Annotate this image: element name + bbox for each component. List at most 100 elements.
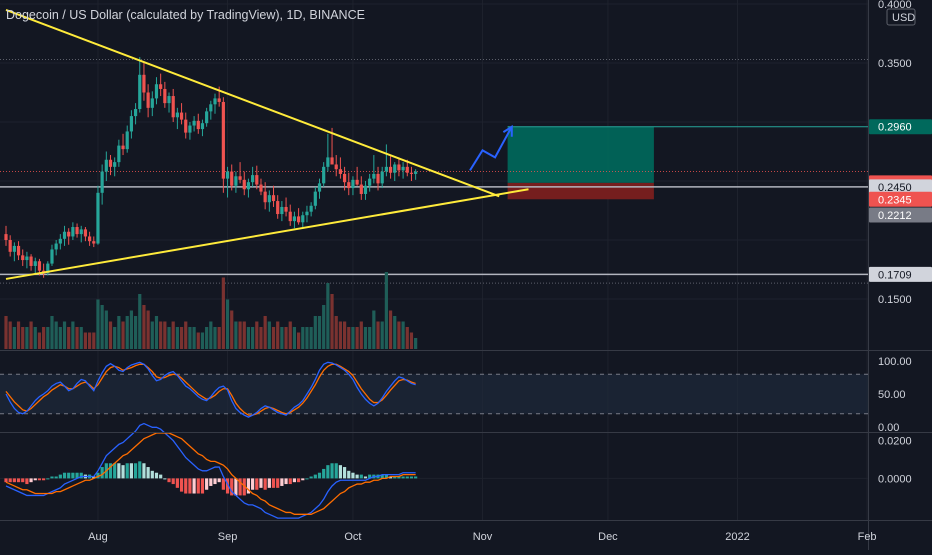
candle[interactable] — [83, 227, 88, 242]
candle[interactable] — [213, 93, 217, 114]
candle[interactable] — [267, 190, 271, 212]
candle[interactable] — [104, 151, 108, 182]
candle[interactable] — [175, 107, 179, 130]
candle[interactable] — [46, 261, 50, 276]
position-zones[interactable] — [507, 126, 868, 200]
candle[interactable] — [368, 173, 372, 192]
candle[interactable] — [355, 166, 359, 186]
candle[interactable] — [100, 164, 104, 205]
candle[interactable] — [8, 235, 12, 257]
candle[interactable] — [146, 84, 150, 118]
price-axis[interactable]: 0.40000.35000.1500USD0.29600.248416:21:0… — [869, 0, 932, 485]
candle[interactable] — [12, 242, 16, 262]
candle[interactable] — [129, 110, 133, 139]
candle[interactable] — [209, 100, 213, 120]
candle[interactable] — [305, 205, 309, 223]
candle[interactable] — [259, 178, 263, 196]
candle[interactable] — [142, 63, 146, 101]
macd-pane[interactable] — [4, 422, 418, 519]
candle[interactable] — [150, 91, 154, 117]
candle[interactable] — [117, 139, 121, 167]
candle[interactable] — [29, 254, 33, 271]
candle[interactable] — [292, 211, 297, 229]
candle[interactable] — [205, 107, 209, 127]
target-zone[interactable] — [507, 126, 654, 183]
time-tick-label[interactable]: Aug — [88, 531, 108, 543]
candle[interactable] — [251, 166, 255, 187]
trendline-ascending-support[interactable] — [5, 188, 529, 280]
price-marker[interactable]: 0.2212 — [869, 207, 932, 223]
candle[interactable] — [280, 201, 284, 222]
candle[interactable] — [179, 103, 184, 125]
candle[interactable] — [301, 211, 305, 228]
candle[interactable] — [288, 204, 292, 226]
candle[interactable] — [113, 157, 117, 177]
candle[interactable] — [88, 231, 92, 246]
time-tick-label[interactable]: Oct — [344, 531, 361, 543]
candle[interactable] — [326, 133, 330, 172]
candle[interactable] — [163, 81, 167, 108]
candle[interactable] — [75, 223, 79, 238]
candle[interactable] — [317, 178, 322, 199]
candle[interactable] — [380, 166, 384, 189]
time-tick-label[interactable]: 2022 — [725, 531, 749, 543]
candle[interactable] — [372, 155, 376, 184]
candle[interactable] — [50, 244, 54, 266]
candle[interactable] — [62, 225, 67, 246]
candle[interactable] — [401, 162, 405, 179]
candle[interactable] — [21, 249, 25, 266]
candle[interactable] — [234, 171, 238, 193]
time-tick-label[interactable]: Feb — [858, 531, 877, 543]
candle[interactable] — [225, 166, 230, 198]
horizontal-levels[interactable] — [0, 58, 868, 284]
time-tick-label[interactable]: Dec — [598, 531, 618, 543]
candle[interactable] — [16, 241, 21, 261]
candle[interactable] — [133, 103, 138, 125]
candle[interactable] — [397, 157, 401, 177]
candle[interactable] — [255, 165, 259, 190]
candle[interactable] — [338, 157, 342, 179]
candle[interactable] — [92, 236, 96, 248]
candle[interactable] — [159, 73, 163, 97]
candle[interactable] — [276, 195, 280, 219]
candle[interactable] — [334, 155, 338, 177]
candle[interactable] — [171, 88, 175, 122]
candle[interactable] — [342, 166, 347, 191]
candle[interactable] — [313, 186, 317, 210]
candle[interactable] — [347, 172, 351, 196]
price-marker[interactable]: 0.2345 — [869, 191, 932, 207]
projection-arrow[interactable] — [469, 126, 513, 171]
candle[interactable] — [221, 97, 225, 193]
candle[interactable] — [322, 162, 326, 187]
candle[interactable] — [184, 112, 188, 139]
stoch-k-line[interactable] — [5, 361, 416, 418]
currency-label[interactable]: USD — [892, 12, 915, 24]
candle[interactable] — [414, 169, 418, 180]
candle[interactable] — [25, 251, 29, 269]
candle[interactable] — [121, 133, 125, 156]
candle[interactable] — [384, 144, 388, 177]
price-marker[interactable]: 0.1709 — [869, 266, 932, 282]
candle[interactable] — [359, 176, 363, 200]
candle[interactable] — [351, 176, 355, 196]
candle[interactable] — [263, 182, 267, 210]
time-tick-label[interactable]: Nov — [473, 531, 493, 543]
candle[interactable] — [108, 155, 113, 176]
candle[interactable] — [71, 222, 75, 240]
candle[interactable] — [363, 181, 368, 200]
macd-line[interactable] — [5, 422, 416, 519]
candle[interactable] — [393, 162, 397, 181]
candle[interactable] — [33, 257, 37, 274]
candle[interactable] — [67, 228, 71, 245]
stop-zone[interactable] — [507, 182, 654, 200]
time-axis[interactable]: Aug Sep Oct Nov Dec 2022 Feb — [88, 531, 876, 543]
candle[interactable] — [167, 92, 171, 113]
candle[interactable] — [192, 116, 196, 132]
candle[interactable] — [238, 162, 242, 184]
price-marker[interactable]: 0.2960 — [869, 119, 932, 135]
candle[interactable] — [138, 57, 142, 113]
candle[interactable] — [284, 197, 288, 217]
candle[interactable] — [54, 240, 58, 256]
